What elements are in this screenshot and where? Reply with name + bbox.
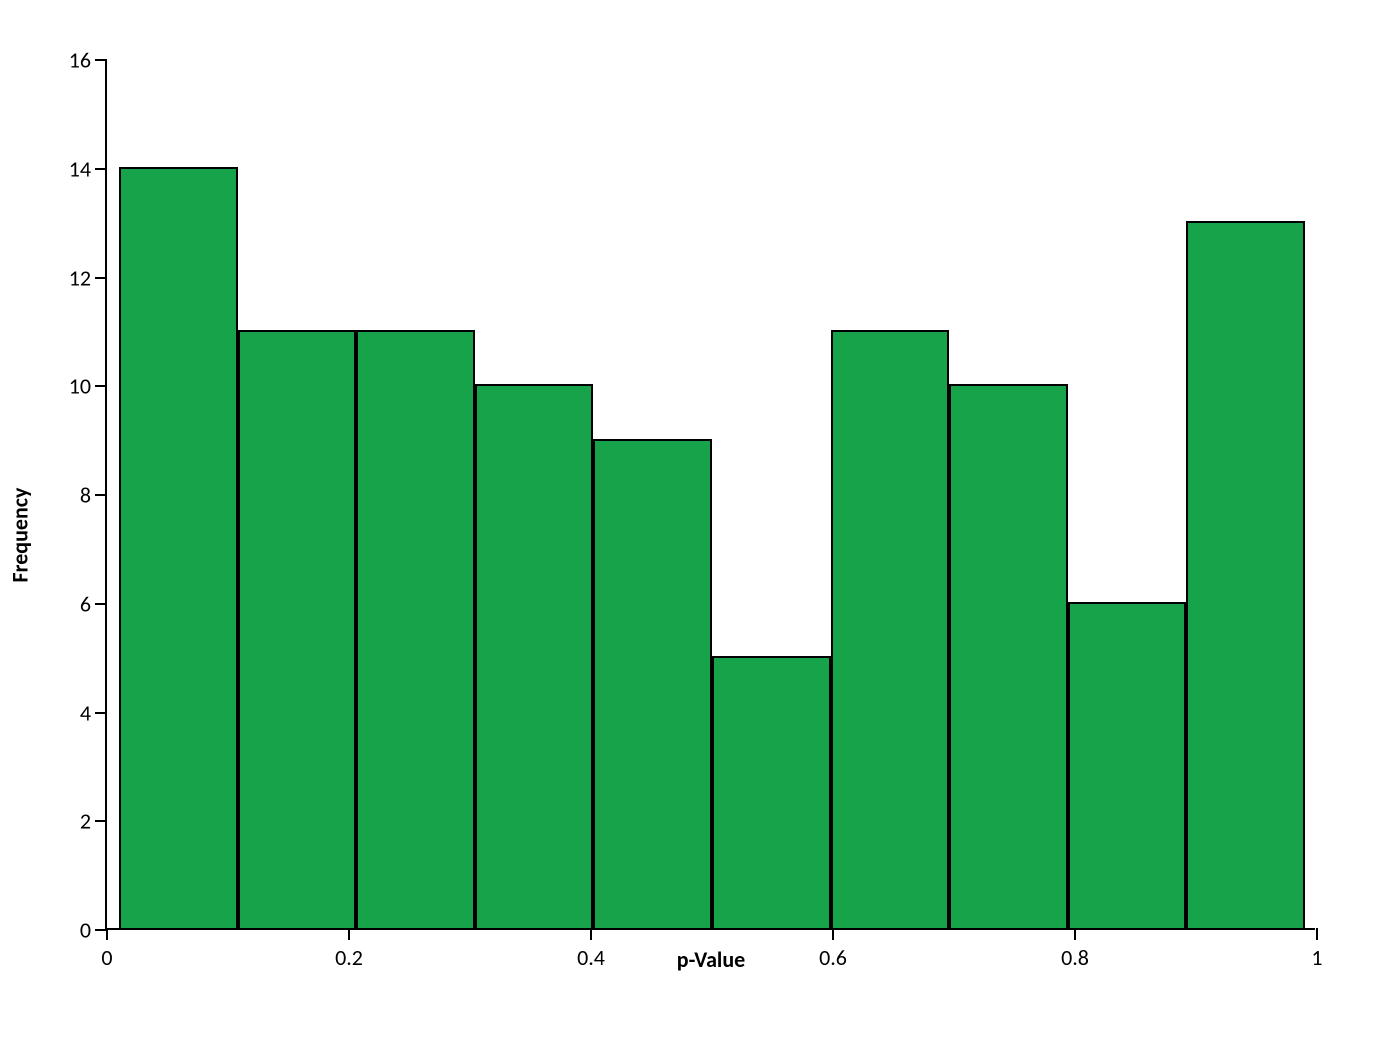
x-tick-label: 0.6 <box>819 944 847 971</box>
x-tick <box>348 928 350 940</box>
y-tick <box>95 168 107 170</box>
histogram-bar <box>949 384 1068 928</box>
histogram-bar <box>831 330 950 928</box>
y-tick-label: 12 <box>69 264 91 291</box>
x-tick-label: 0.2 <box>335 944 363 971</box>
y-tick <box>95 59 107 61</box>
y-tick <box>95 277 107 279</box>
x-tick <box>1316 928 1318 940</box>
histogram-bar <box>1068 602 1187 928</box>
x-tick-label: 0.8 <box>1061 944 1089 971</box>
histogram-bar <box>1186 221 1305 928</box>
y-tick <box>95 603 107 605</box>
y-tick <box>95 494 107 496</box>
histogram-bar <box>712 656 831 928</box>
histogram-bar <box>593 439 712 928</box>
y-tick-label: 0 <box>80 917 91 944</box>
histogram-bar <box>119 167 238 928</box>
x-axis-label: p-Value <box>677 946 745 973</box>
y-tick-label: 16 <box>69 47 91 74</box>
y-tick-label: 6 <box>80 590 91 617</box>
x-tick-label: 0.4 <box>577 944 605 971</box>
y-tick-label: 4 <box>80 699 91 726</box>
x-tick-label: 1 <box>1311 944 1322 971</box>
y-tick-label: 10 <box>69 373 91 400</box>
x-tick <box>590 928 592 940</box>
histogram-bar <box>475 384 594 928</box>
x-tick <box>1074 928 1076 940</box>
x-tick <box>106 928 108 940</box>
y-axis-label: Frequency <box>7 488 34 583</box>
y-tick-label: 8 <box>80 482 91 509</box>
y-tick-label: 2 <box>80 808 91 835</box>
histogram-bar <box>356 330 475 928</box>
x-tick-label: 0 <box>101 944 112 971</box>
plot-area: p-Value 024681012141600.20.40.60.81 <box>105 60 1315 930</box>
x-tick <box>832 928 834 940</box>
y-tick <box>95 820 107 822</box>
y-tick-label: 14 <box>69 155 91 182</box>
y-tick <box>95 385 107 387</box>
y-tick <box>95 712 107 714</box>
chart-container: Frequency p-Value 024681012141600.20.40.… <box>30 60 1340 1010</box>
histogram-bar <box>238 330 357 928</box>
